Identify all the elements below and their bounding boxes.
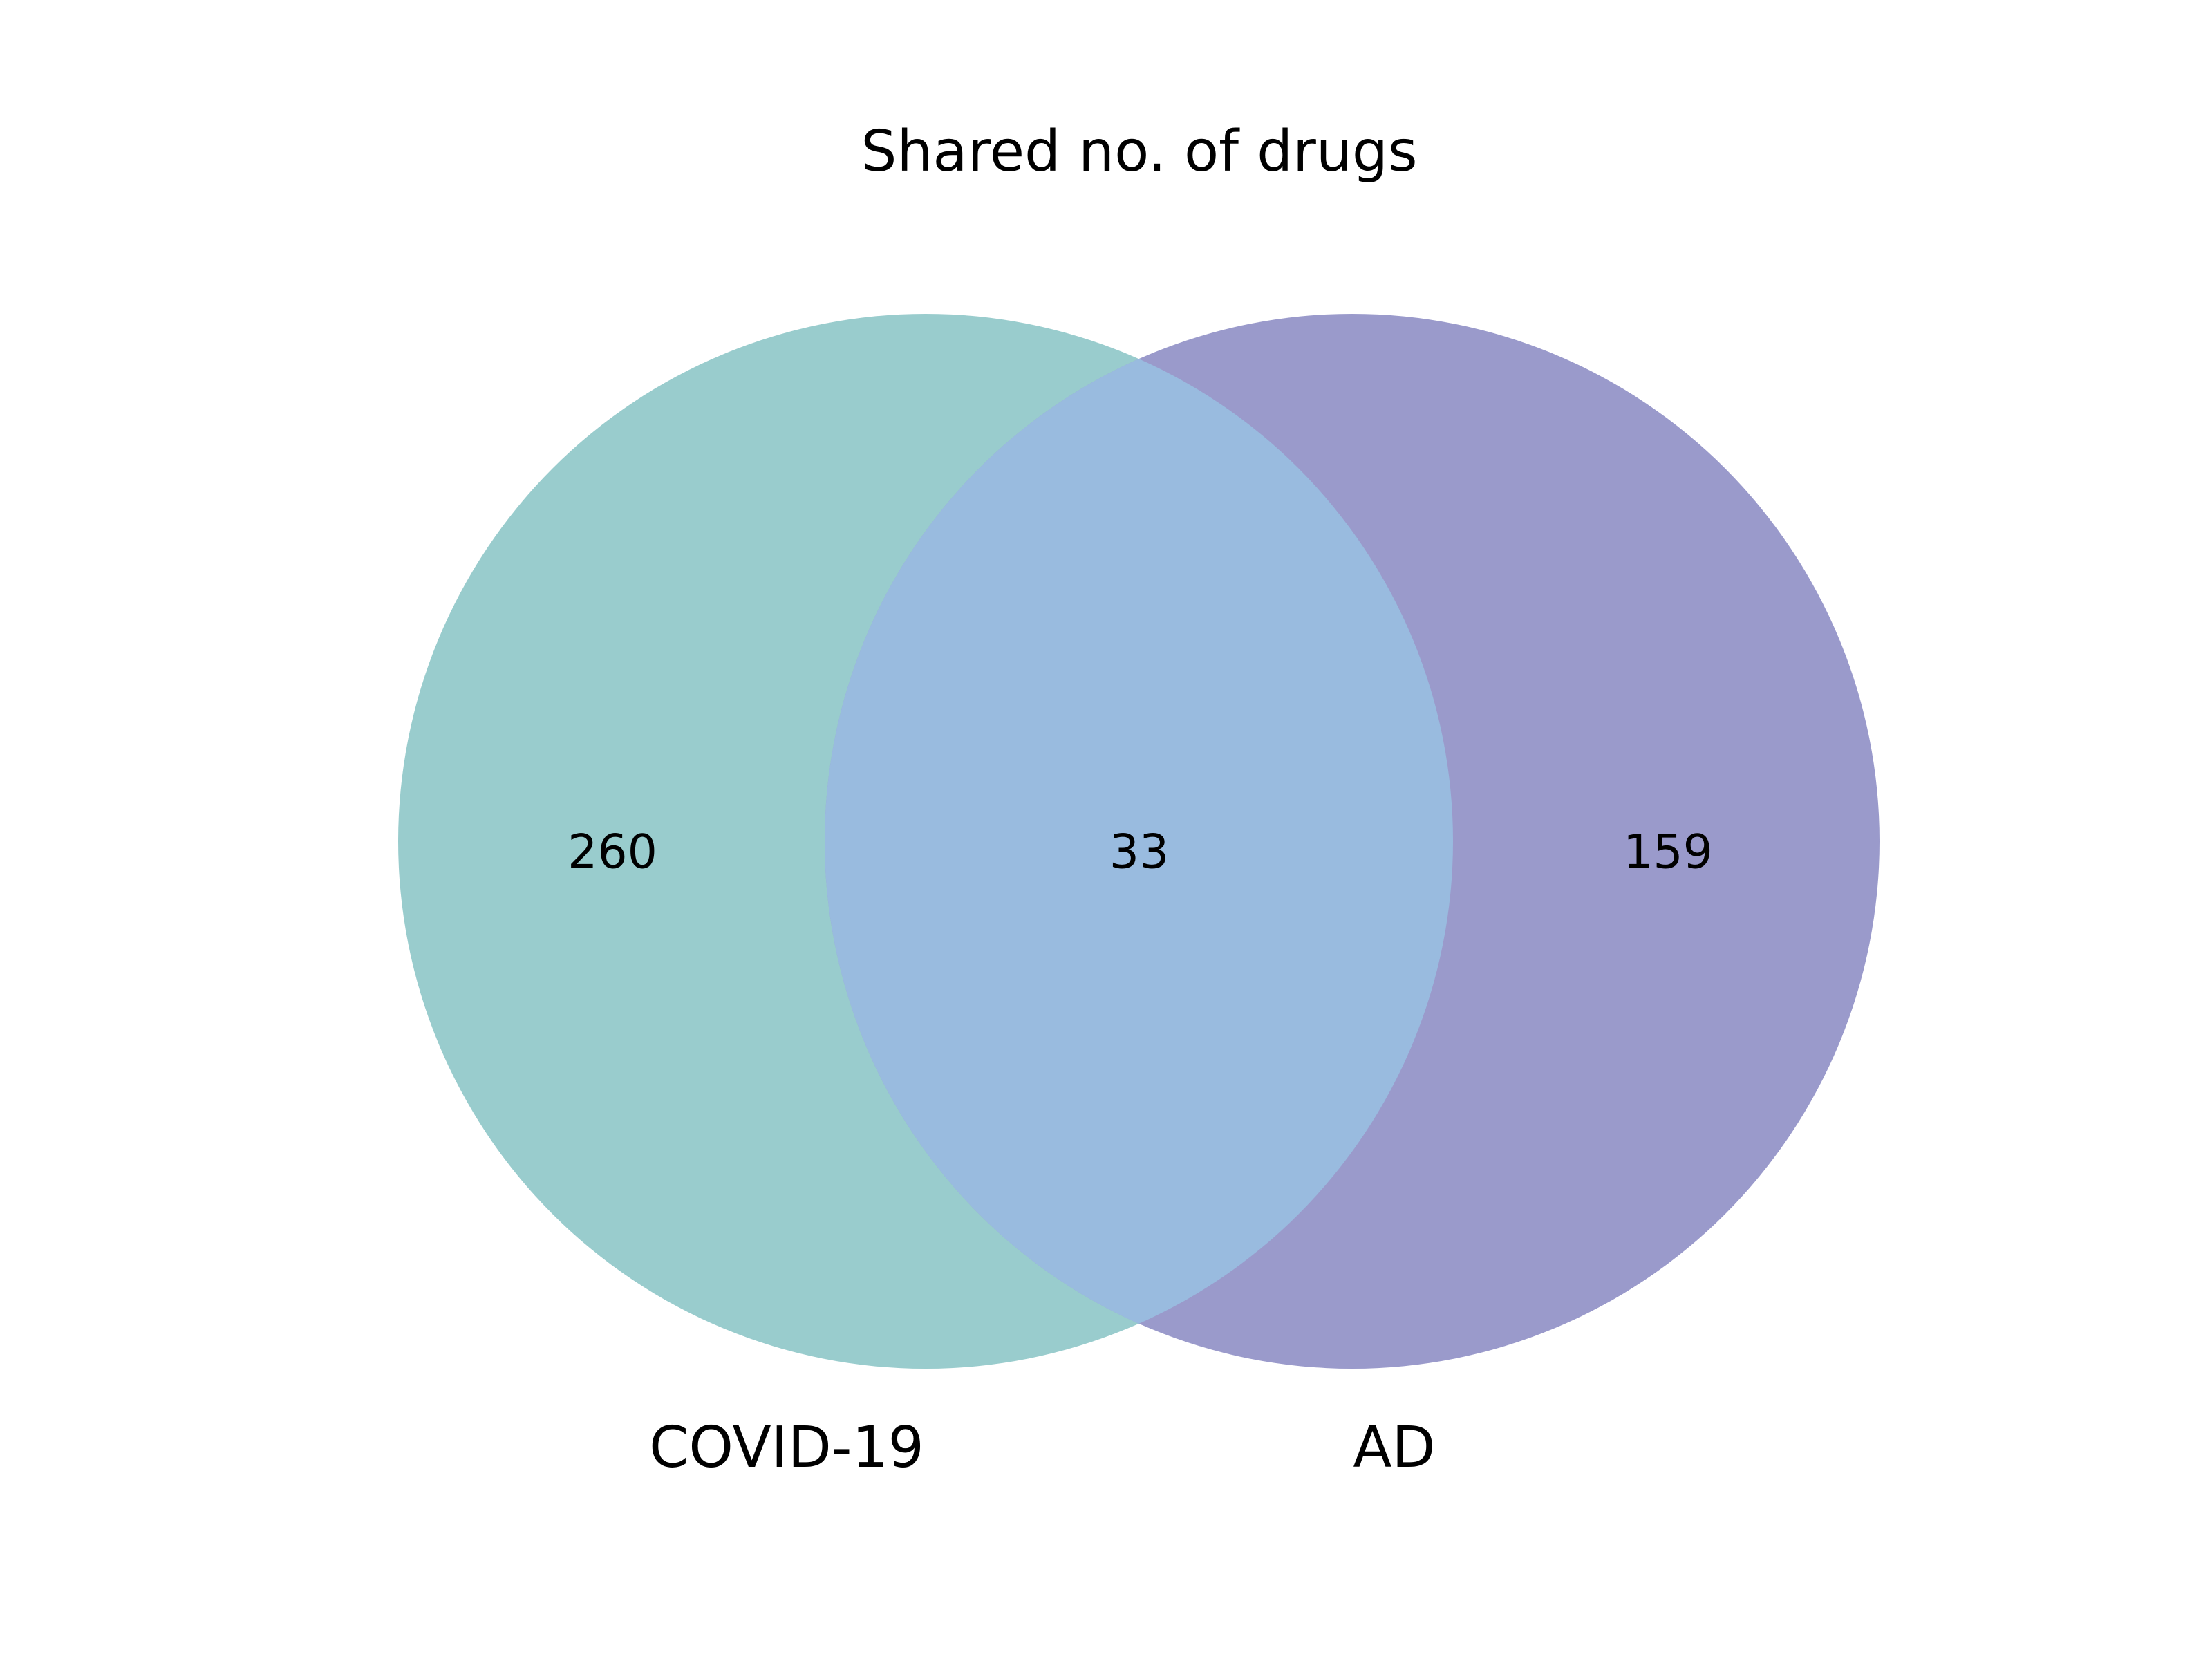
intersection-region: [825, 314, 1453, 1369]
ad-only-count: 159: [1623, 825, 1713, 880]
covid-19-only-count: 260: [568, 825, 657, 880]
ad-set-label: AD: [1353, 1415, 1435, 1481]
diagram-title: Shared no. of drugs: [861, 119, 1417, 185]
intersection-count: 33: [1109, 825, 1170, 880]
covid-19-set-label: COVID-19: [649, 1415, 924, 1481]
